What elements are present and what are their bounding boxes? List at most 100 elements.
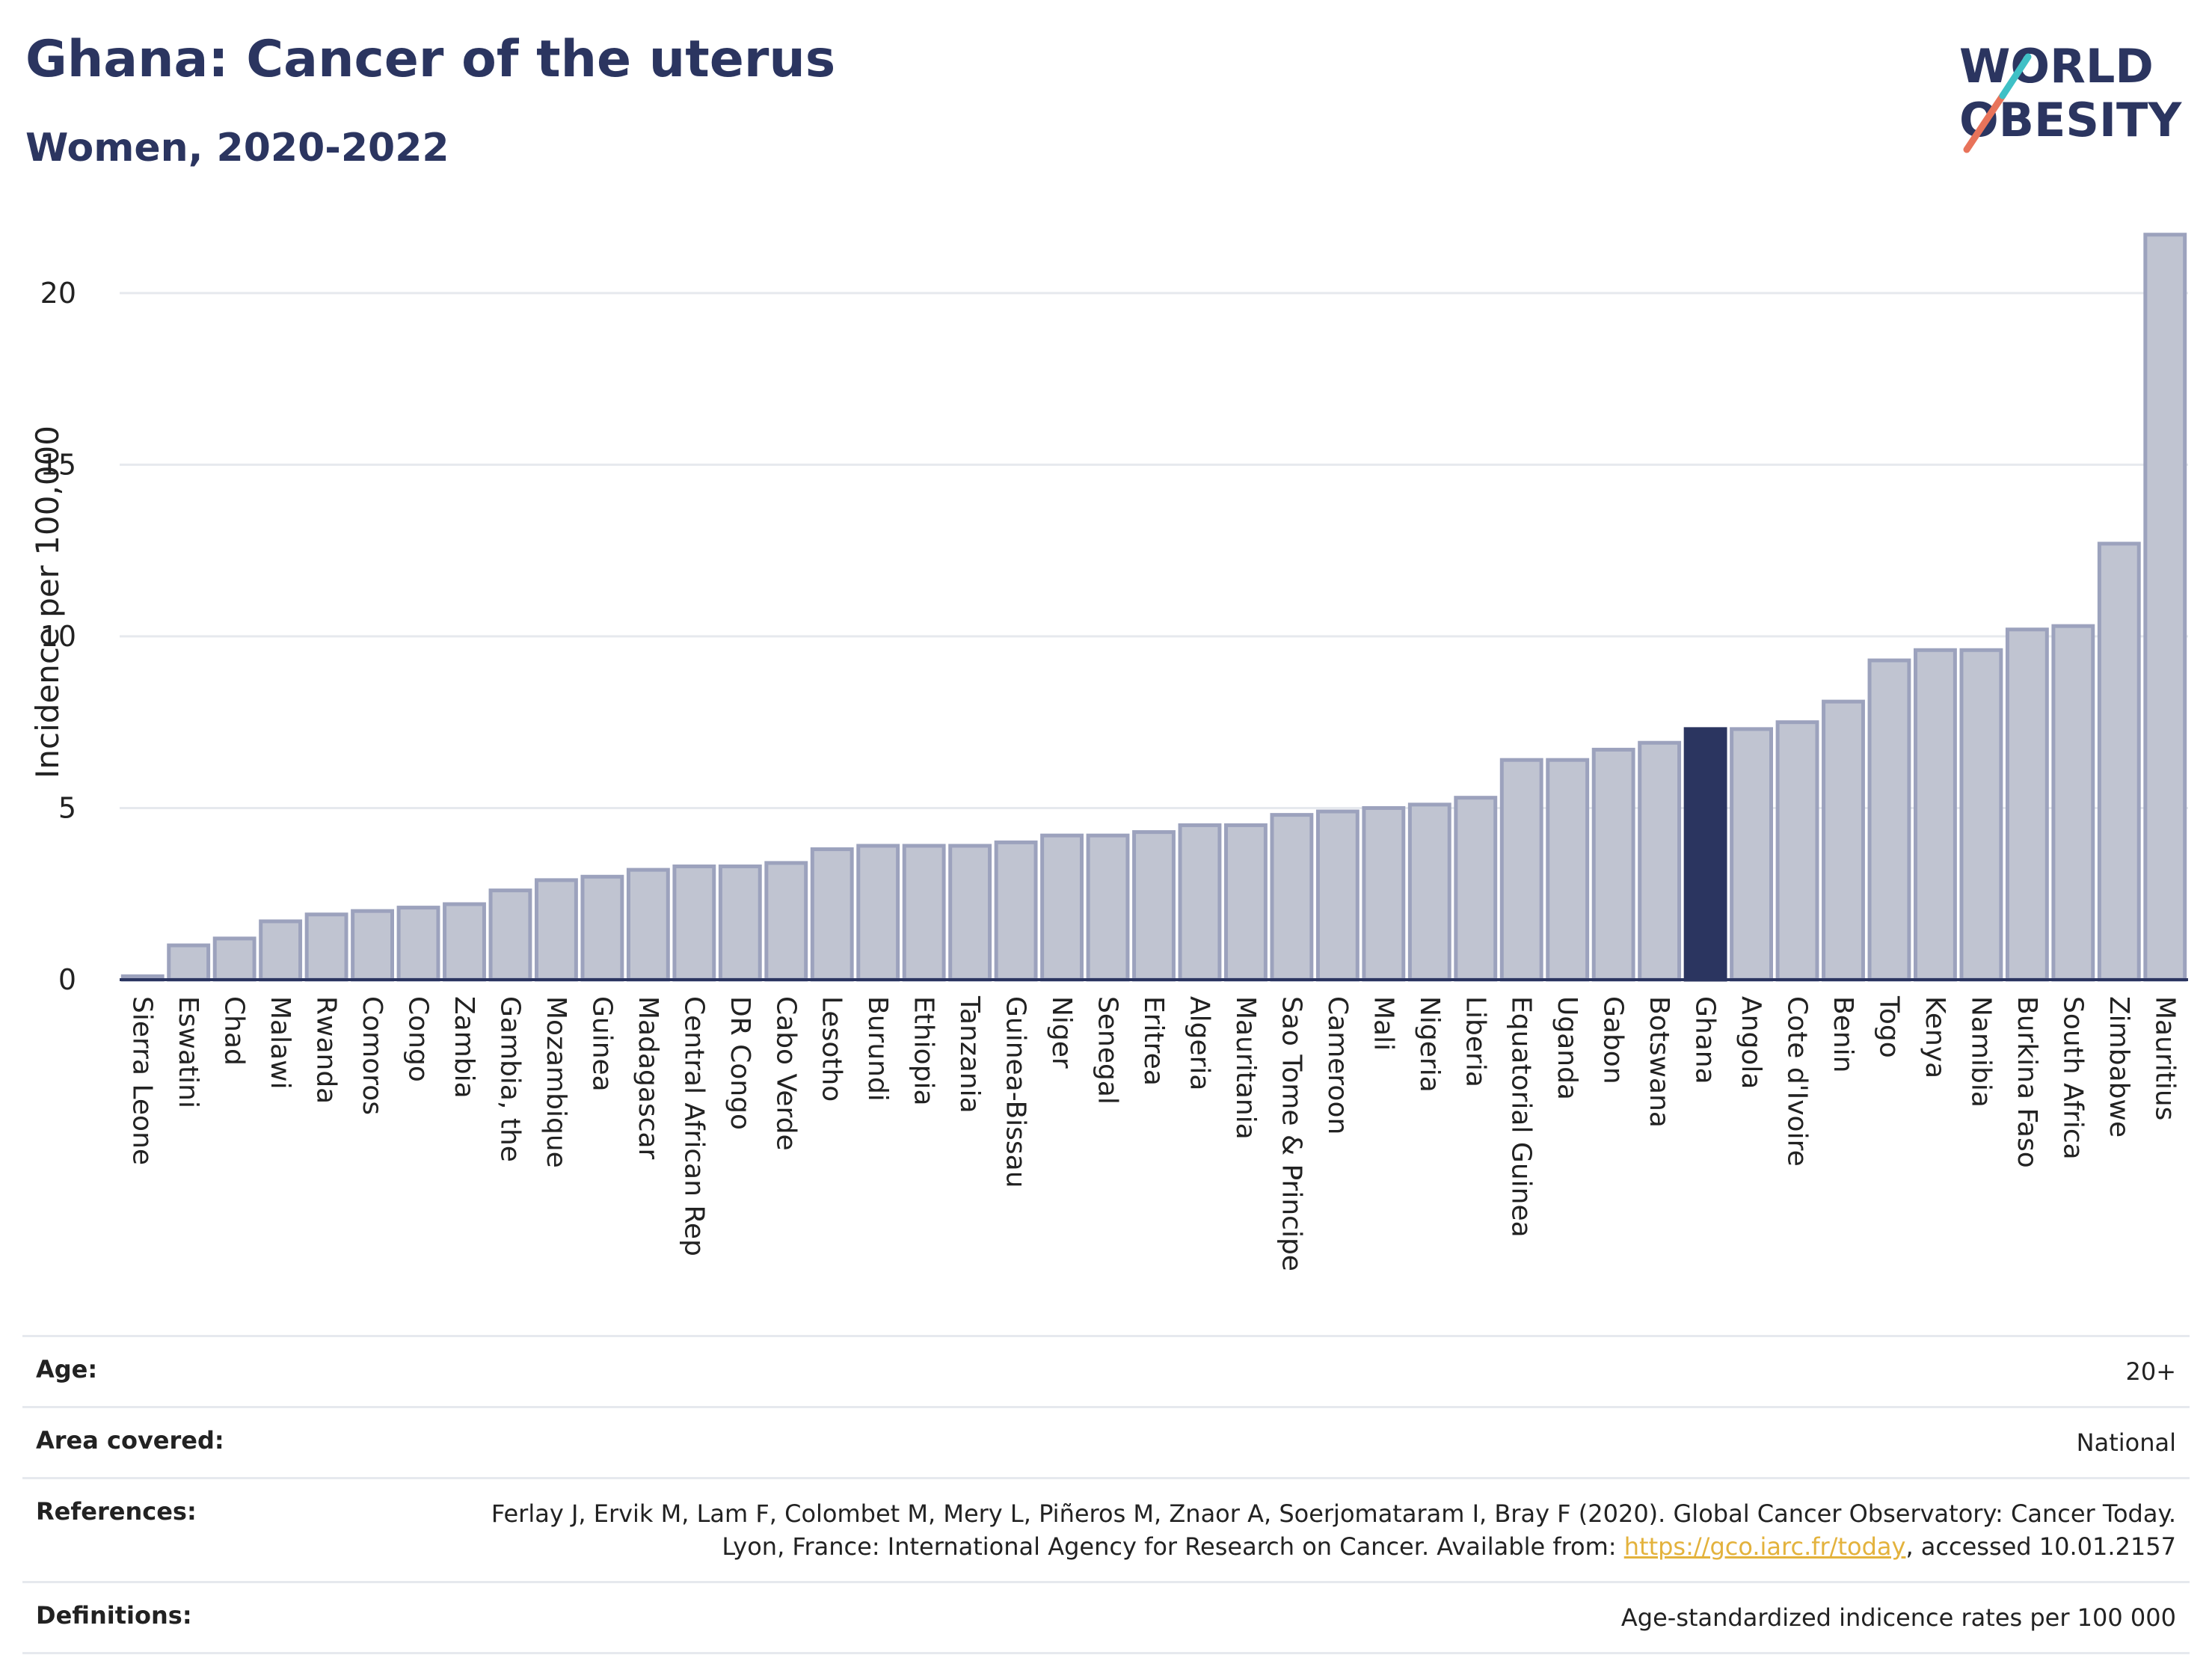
bar-equatorial-guinea	[1499, 758, 1543, 982]
references-label: References:	[36, 1497, 197, 1526]
bar-ghana	[1683, 727, 1727, 982]
x-tick-label: DR Congo	[725, 996, 755, 1130]
bar-congo	[396, 906, 440, 982]
references-suffix: , accessed 10.01.2157	[1905, 1532, 2176, 1561]
info-row-age: Age: 20+	[22, 1337, 2190, 1408]
x-tick-label: Zimbabwe	[2104, 996, 2134, 1137]
bar-rwanda	[304, 912, 348, 982]
bar-angola	[1730, 727, 1773, 982]
bar-burkina-faso	[2005, 627, 2049, 982]
logo-stroke-red	[1963, 92, 2006, 153]
bar-cabo-verde	[764, 861, 808, 982]
x-tick-label: Niger	[1046, 996, 1077, 1069]
x-tick-label: Gabon	[1598, 996, 1629, 1084]
bar-mauritania	[1224, 823, 1268, 982]
x-tick-label: Rwanda	[311, 996, 342, 1104]
x-tick-label: Madagascar	[633, 996, 663, 1160]
bar-guinea	[580, 874, 624, 982]
info-row-definitions: Definitions: Age-standardized indicence …	[22, 1583, 2190, 1654]
bar-chart: 0 5 10 15 20 Incidence per 100,000 Sierra Leon…	[29, 233, 2188, 1271]
bar-cote-d-ivoire	[1775, 720, 1819, 982]
area-label: Area covered:	[36, 1426, 224, 1455]
y-tick-label: 0	[58, 963, 76, 996]
bar-burundi	[856, 844, 900, 982]
chart-title: Ghana: Cancer of the uterus	[25, 30, 836, 89]
age-value: 20+	[2125, 1357, 2176, 1386]
x-tick-label: Angola	[1736, 996, 1766, 1089]
x-tick-label: Burundi	[862, 996, 893, 1102]
definitions-label: Definitions:	[36, 1601, 192, 1630]
y-tick-label: 20	[40, 277, 76, 310]
bar-niger	[1040, 833, 1084, 982]
x-tick-label: Equatorial Guinea	[1506, 996, 1537, 1238]
bar-kenya	[1914, 648, 1957, 982]
x-tick-label: Burkina Faso	[2012, 996, 2042, 1168]
bar-mozambique	[535, 878, 578, 982]
bar-ethiopia	[902, 844, 946, 982]
bar-dr-congo	[718, 865, 762, 982]
bar-central-african-rep	[672, 865, 716, 982]
references-text: Ferlay J, Ervik M, Lam F, Colombet M, Me…	[491, 1499, 2176, 1561]
info-row-area: Area covered: National	[22, 1408, 2190, 1479]
x-tick-label: Chad	[219, 996, 250, 1066]
x-tick-label: Eritrea	[1138, 996, 1169, 1086]
bar-comoros	[351, 909, 394, 982]
logo-stroke-teal	[1999, 53, 2032, 99]
x-tick-label: Zambia	[449, 996, 479, 1099]
logo-line2: OBESITY	[1959, 93, 2182, 147]
age-label: Age:	[36, 1355, 98, 1384]
bar-gabon	[1591, 747, 1635, 982]
bar-zambia	[443, 902, 486, 982]
x-tick-label: Togo	[1873, 995, 1904, 1058]
x-tick-label: Cameroon	[1322, 996, 1353, 1134]
y-axis-title: Incidence per 100,000	[29, 426, 66, 779]
y-tick-label: 10	[40, 620, 76, 653]
bar-cameroon	[1315, 809, 1360, 982]
bar-tanzania	[948, 844, 992, 982]
references-value: Ferlay J, Ervik M, Lam F, Colombet M, Me…	[456, 1497, 2176, 1563]
bar-eswatini	[167, 943, 211, 982]
bar-nigeria	[1407, 802, 1451, 982]
x-tick-label: Tanzania	[954, 995, 985, 1114]
x-tick-label: Cabo Verde	[770, 996, 801, 1151]
world-obesity-logo: WORLD OBESITY	[1959, 39, 2182, 153]
bar-liberia	[1454, 796, 1498, 982]
x-tick-label: Liberia	[1460, 996, 1490, 1087]
x-tick-label: Namibia	[1965, 996, 1996, 1108]
x-tick-label: Sao Tome & Principe	[1276, 996, 1306, 1271]
bar-mali	[1362, 805, 1406, 982]
x-tick-label: Benin	[1828, 996, 1858, 1072]
x-tick-label: Central African Rep	[678, 996, 709, 1256]
x-tick-label: Mauritania	[1230, 996, 1261, 1140]
bar-chad	[212, 936, 256, 982]
x-tick-label: Nigeria	[1414, 996, 1445, 1093]
y-tick-label: 15	[40, 448, 76, 481]
bar-sao-tome-principe	[1270, 813, 1314, 982]
x-tick-label: Kenya	[1920, 996, 1950, 1078]
x-tick-label: Eswatini	[173, 996, 203, 1108]
definitions-value: Age-standardized indicence rates per 100…	[1620, 1603, 2176, 1632]
bar-south-africa	[2051, 624, 2095, 982]
x-tick-label: Lesotho	[817, 996, 847, 1102]
x-tick-label: Mauritius	[2149, 996, 2180, 1120]
references-link[interactable]: https://gco.iarc.fr/today	[1623, 1532, 1906, 1561]
bar-zimbabwe	[2097, 541, 2141, 982]
x-tick-label: Uganda	[1552, 996, 1582, 1100]
x-tick-label: Botswana	[1644, 996, 1674, 1128]
bar-guinea-bissau	[994, 840, 1038, 982]
bar-eritrea	[1132, 830, 1176, 982]
bar-uganda	[1546, 758, 1590, 982]
bar-gambia-the	[488, 888, 532, 982]
chart-subtitle: Women, 2020-2022	[25, 126, 449, 171]
area-value: National	[2076, 1428, 2176, 1457]
logo-line1: WORLD	[1959, 39, 2154, 93]
x-tick-label: Congo	[403, 996, 434, 1082]
x-tick-label: Mali	[1368, 996, 1398, 1051]
x-tick-label: Gambia, the	[494, 996, 525, 1162]
x-tick-label: Cote d'Ivoire	[1782, 996, 1813, 1167]
info-table: Age: 20+ Area covered: National Referenc…	[22, 1335, 2190, 1654]
bar-senegal	[1086, 833, 1130, 982]
bar-botswana	[1638, 740, 1682, 982]
bar-algeria	[1178, 823, 1222, 982]
x-tick-label: South Africa	[2057, 996, 2088, 1160]
